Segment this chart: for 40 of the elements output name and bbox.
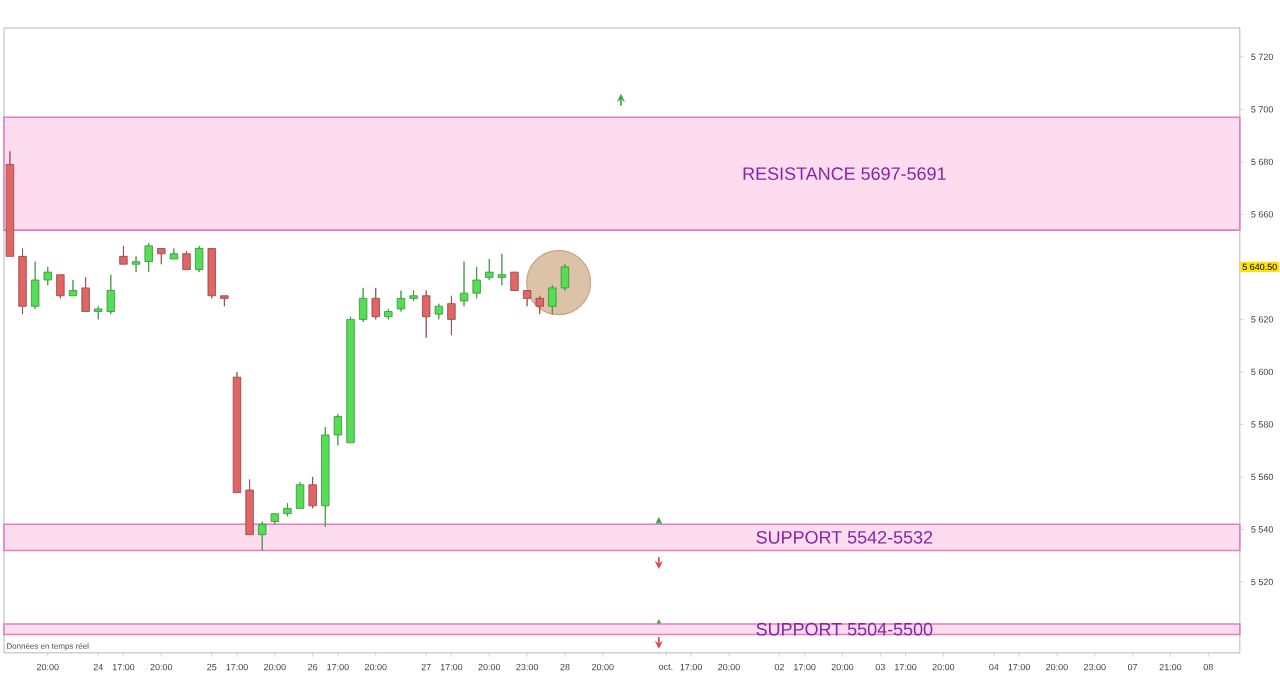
- candlestick: [472, 266, 481, 299]
- candlestick: [56, 273, 65, 299]
- band-label: SUPPORT 5542-5532: [756, 530, 933, 544]
- candlestick: [207, 247, 216, 299]
- candlestick: [5, 150, 15, 257]
- candlestick: [68, 279, 78, 296]
- candlestick: [144, 242, 153, 273]
- candlestick: [459, 260, 469, 307]
- candlestick: [358, 287, 368, 323]
- candlestick: [131, 255, 141, 273]
- band-label: SUPPORT 5504-5500: [756, 622, 933, 636]
- candlestick: [245, 478, 254, 535]
- candlestick: [157, 247, 166, 265]
- candlestick: [396, 289, 406, 312]
- candlestick: [434, 302, 443, 320]
- candlestick: [18, 247, 27, 315]
- candlestick: [308, 476, 317, 509]
- candlestick: [371, 287, 380, 320]
- candlestick: [169, 247, 179, 260]
- candlestick: [409, 289, 418, 302]
- candlestick: [548, 284, 557, 315]
- candlestick: [560, 263, 570, 291]
- candlestick: [384, 308, 393, 320]
- candlestick: [81, 276, 90, 312]
- candlestick: [43, 266, 52, 286]
- candlestick: [295, 481, 305, 509]
- candlestick: [422, 289, 431, 338]
- candlestick: [30, 260, 40, 309]
- candlestick: [182, 250, 191, 270]
- candlestick: [270, 512, 280, 525]
- candlestick: [258, 520, 267, 551]
- candlestick: [232, 371, 242, 493]
- candlestick: [119, 245, 128, 265]
- candlestick: [283, 502, 292, 517]
- candlestick: [447, 294, 456, 336]
- candlestick: [510, 271, 519, 291]
- band-label: RESISTANCE 5697-5691: [743, 166, 946, 180]
- candlestick: [220, 294, 229, 307]
- candlestick: [194, 245, 204, 273]
- candlestick: [346, 315, 355, 443]
